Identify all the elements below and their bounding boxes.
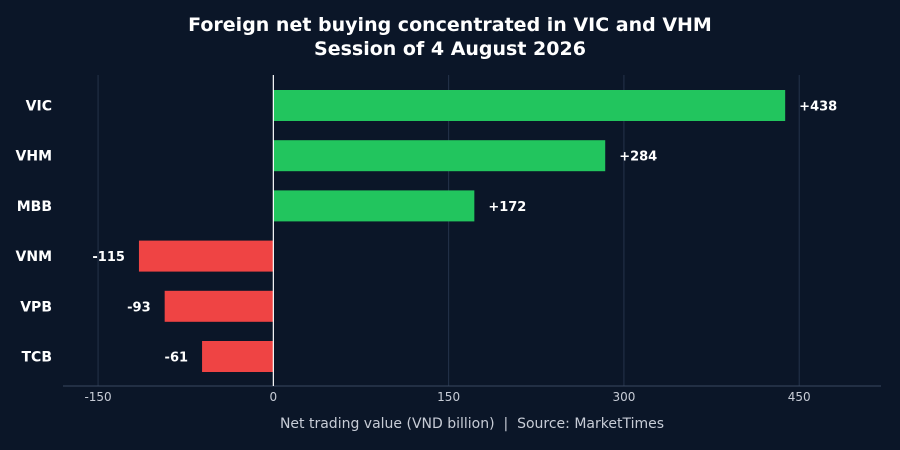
- x-axis-label: Net trading value (VND billion) | Source…: [280, 416, 664, 432]
- bar: [273, 140, 606, 172]
- data-label: -115: [92, 250, 125, 265]
- x-tick-label: -150: [84, 390, 111, 404]
- x-tick-label: 450: [788, 390, 811, 404]
- bars: [138, 75, 786, 386]
- x-tick-label: 150: [437, 390, 460, 404]
- category-label: MBB: [17, 199, 52, 215]
- bar: [202, 341, 274, 372]
- chart-subtitle: Session of 4 August 2026: [314, 38, 586, 60]
- category-label: VNM: [16, 249, 52, 265]
- data-label: +172: [488, 200, 526, 215]
- gridlines: [63, 75, 881, 387]
- category-label: VPB: [20, 299, 52, 315]
- bar: [164, 290, 274, 322]
- category-label: TCB: [22, 350, 53, 366]
- data-label: -93: [127, 300, 151, 315]
- category-label: VIC: [26, 99, 52, 115]
- labels: -150 0 150 300 450 VIC +438 VHM +284 MBB +172 VNM -1…: [16, 99, 838, 405]
- bar: [273, 90, 786, 121]
- x-tick-label: 0: [270, 390, 278, 404]
- bar: [138, 240, 274, 272]
- bar: [273, 190, 475, 222]
- data-label: +284: [619, 150, 657, 165]
- data-label: -61: [165, 351, 189, 366]
- x-tick-label: 300: [612, 390, 635, 404]
- chart-title: Foreign net buying concentrated in VIC a…: [188, 14, 712, 36]
- data-label: +438: [799, 100, 837, 115]
- category-label: VHM: [16, 149, 52, 165]
